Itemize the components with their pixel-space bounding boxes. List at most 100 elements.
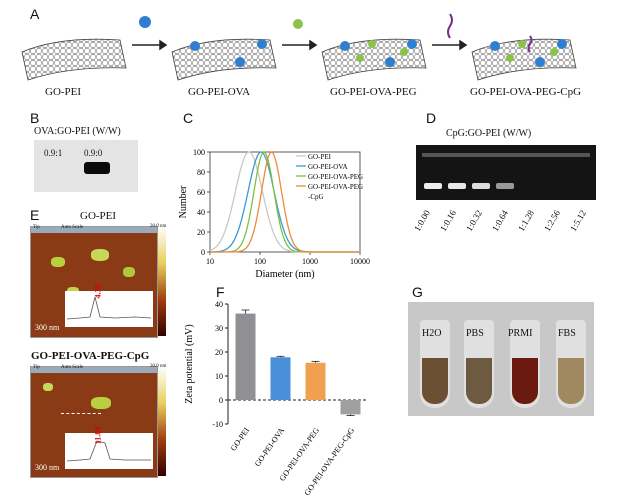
vial-label-1: H2O (422, 328, 442, 339)
x-tick-label: GO-PEI (229, 426, 252, 453)
bar-go-pei-ova-peg-cpg (340, 400, 361, 415)
zeta-potential-chart: -10 0 10 20 30 40 Zeta potential (mV) GO-PEI GO-… (184, 300, 368, 496)
x-tick-label: 100 (254, 257, 266, 266)
afm-flake (123, 267, 135, 277)
y-tick-label: -10 (212, 420, 223, 429)
legend-label: GO-PEI (308, 153, 332, 161)
colorbar-label-top: 30.0 nm (150, 224, 167, 229)
x-tick-label: 10000 (350, 257, 370, 266)
vials-photo (408, 302, 594, 416)
panel-label-a: A (30, 6, 40, 22)
scheme-label-2: GO-PEI-OVA (188, 86, 251, 98)
lane-label-2: 0.9:0 (84, 148, 103, 158)
bar-go-pei (235, 313, 256, 400)
afm-flake (51, 257, 65, 267)
afm-height-top: 4.38 (93, 284, 103, 299)
bar-go-pei-ova (270, 357, 291, 400)
afm-title-bottom: GO-PEI-OVA-PEG-CpG (31, 350, 150, 362)
series-line-go-pei-ova-peg-cpg (210, 151, 360, 253)
toolbar-tip[interactable]: Tip (33, 225, 40, 230)
y-tick-label: 20 (197, 228, 205, 237)
vial-4 (556, 320, 586, 408)
lane-label: 1:0.32 (464, 208, 485, 233)
afm-toolbar-top: Tip Auto Scale (31, 225, 157, 233)
lane-label: 1:0.64 (490, 208, 511, 233)
panel-b-gel (34, 140, 138, 192)
scheme-label-4: GO-PEI-OVA-PEG-CpG (470, 86, 582, 98)
gel-band-3 (472, 183, 490, 189)
panel-label-d: D (426, 110, 437, 126)
ova-molecules (139, 16, 567, 67)
afm-flake (91, 249, 109, 261)
y-tick-label: 10 (215, 372, 223, 381)
lane-label: 1:5.12 (568, 208, 589, 233)
y-axis-label: Zeta potential (mV) (184, 324, 195, 403)
panel-b-title: OVA:GO-PEI (W/W) (34, 126, 121, 137)
x-axis-label: Diameter (nm) (255, 269, 314, 280)
y-axis-label: Number (178, 185, 189, 218)
y-tick-label: 0 (219, 396, 223, 405)
legend-label: -CpG (308, 193, 324, 201)
gel-band (84, 162, 110, 174)
size-distribution-chart: 0 20 40 60 80 100 10 100 1000 10000 Diameter (nm) N… (178, 148, 370, 280)
y-tick-label: 60 (197, 188, 205, 197)
y-tick-label: 20 (215, 348, 223, 357)
panel-label-e: E (30, 207, 40, 223)
scheme-diagram (21, 13, 577, 81)
toolbar-autoscale[interactable]: Auto Scale (61, 225, 84, 230)
panel-d-gel (416, 145, 596, 200)
gel-band-4 (496, 183, 514, 189)
x-tick-label: 10 (206, 257, 214, 266)
panel-label-c: C (183, 110, 194, 126)
panel-label-f: F (216, 284, 225, 300)
vial-2 (464, 320, 494, 408)
afm-height-bottom: 11.89 (93, 426, 103, 445)
y-tick-label: 80 (197, 168, 205, 177)
legend-label: GO-PEI-OVA (308, 163, 348, 171)
colorbar-label-bottom: 30.0 nm (150, 364, 167, 369)
toolbar-tip[interactable]: Tip (33, 365, 40, 370)
y-tick-label: 0 (201, 248, 205, 257)
panel-d-title: CpG:GO-PEI (W/W) (446, 128, 532, 139)
afm-scale-bottom: 300 nm (35, 463, 60, 472)
scheme-arrows (132, 39, 468, 51)
afm-image-top: Tip Auto Scale 4.38 300 nm (30, 225, 158, 338)
toolbar-autoscale[interactable]: Auto Scale (61, 365, 84, 370)
afm-flake (43, 383, 53, 391)
y-tick-label: 30 (215, 324, 223, 333)
scheme-label-3: GO-PEI-OVA-PEG (330, 86, 417, 98)
colorbar-bottom (158, 366, 166, 476)
lane-label: 1:2.56 (542, 208, 563, 233)
legend-label: GO-PEI-OVA-PEG (308, 173, 363, 181)
afm-scale-top: 300 nm (35, 323, 60, 332)
vial-1 (420, 320, 450, 408)
cpg-strands (447, 13, 533, 53)
legend-label: GO-PEI-OVA-PEG (308, 183, 363, 191)
peg-molecules (293, 19, 558, 62)
panel-label-g: G (412, 284, 423, 300)
afm-image-bottom: Tip Auto Scale 11.89 300 nm (30, 365, 158, 478)
vial-3 (510, 320, 540, 408)
afm-profile-bottom (65, 433, 153, 469)
vial-label-3: PRMI (508, 328, 533, 339)
y-tick-label: 100 (193, 148, 205, 157)
vial-label-4: FBS (558, 328, 576, 339)
scheme-label-1: GO-PEI (45, 86, 82, 98)
gel-band-1 (424, 183, 442, 189)
vial-label-2: PBS (466, 328, 484, 339)
gel-band-2 (448, 183, 466, 189)
plot-frame (209, 151, 361, 253)
lane-label: 1:1.28 (516, 208, 537, 233)
lane-label: 1:0.00 (412, 208, 433, 233)
x-tick-label: 1000 (302, 257, 318, 266)
afm-profile-line (61, 413, 101, 415)
colorbar-top (158, 226, 166, 336)
gel-wells (422, 153, 590, 157)
lane-label: 1:0.16 (438, 208, 459, 233)
bar-go-pei-ova-peg (305, 362, 326, 400)
sheet-1 (21, 38, 127, 81)
afm-profile-top (65, 291, 153, 327)
afm-flake (91, 397, 111, 409)
panel-label-b: B (30, 110, 40, 126)
